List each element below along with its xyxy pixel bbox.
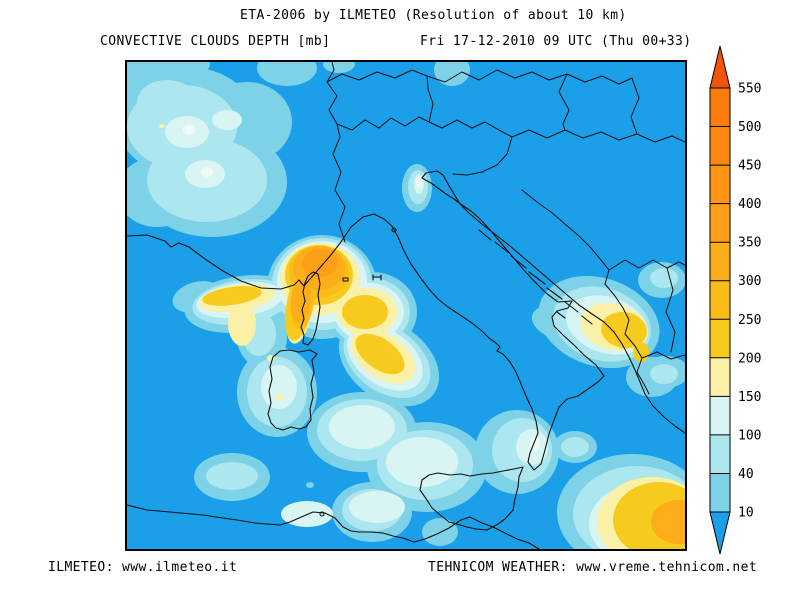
scale-label: 450: [738, 159, 761, 174]
island-galite: [319, 511, 325, 517]
coast-france-italy-balkans: [127, 170, 685, 471]
scale-label: 500: [738, 120, 761, 135]
lake-marker: [391, 227, 397, 233]
footer-ilmeteo-credit: ILMETEO: www.ilmeteo.it: [48, 560, 238, 575]
scale-label: 250: [738, 313, 761, 328]
coast-sardinia: [267, 349, 318, 431]
map-image: [125, 60, 687, 551]
page-title: ETA-2006 by ILMETEO (Resolution of about…: [240, 8, 627, 23]
scale-label: 150: [738, 390, 761, 405]
islands-dalmatia: [478, 229, 593, 325]
scale-label: 400: [738, 197, 761, 212]
footer-tehnicom-credit: TEHNICOM WEATHER: www.vreme.tehnicom.net: [428, 560, 758, 575]
product-label: CONVECTIVE CLOUDS DEPTH [mb]: [100, 34, 331, 49]
coastlines: [127, 170, 685, 549]
scale-labels: 550 500 450 400 350 300 250 200 150 100 …: [738, 82, 761, 521]
coast-sicily: [419, 466, 524, 531]
scale-arrow-bottom: [709, 511, 731, 555]
scale-outline: [709, 87, 731, 513]
scale-label: 200: [738, 351, 761, 366]
contour-level-350-400: [302, 249, 338, 277]
color-scale: 550 500 450 400 350 300 250 200 150 100 …: [709, 45, 761, 555]
scale-label: 100: [738, 428, 761, 443]
scale-label: 350: [738, 236, 761, 251]
national-borders: [326, 62, 685, 395]
coast-north-africa: [127, 504, 540, 549]
valid-time-label: Fri 17-12-2010 09 UTC (Thu 00+33): [420, 34, 692, 49]
scale-label: 300: [738, 274, 761, 289]
scale-label: 40: [738, 467, 754, 482]
scale-label: 550: [738, 82, 761, 97]
coast-corsica: [300, 271, 321, 346]
island-elba: [342, 274, 382, 282]
map-svg: [127, 62, 685, 549]
scale-label: 10: [738, 506, 754, 521]
scale-segments: [710, 88, 730, 512]
scale-arrow-top: [709, 45, 731, 89]
